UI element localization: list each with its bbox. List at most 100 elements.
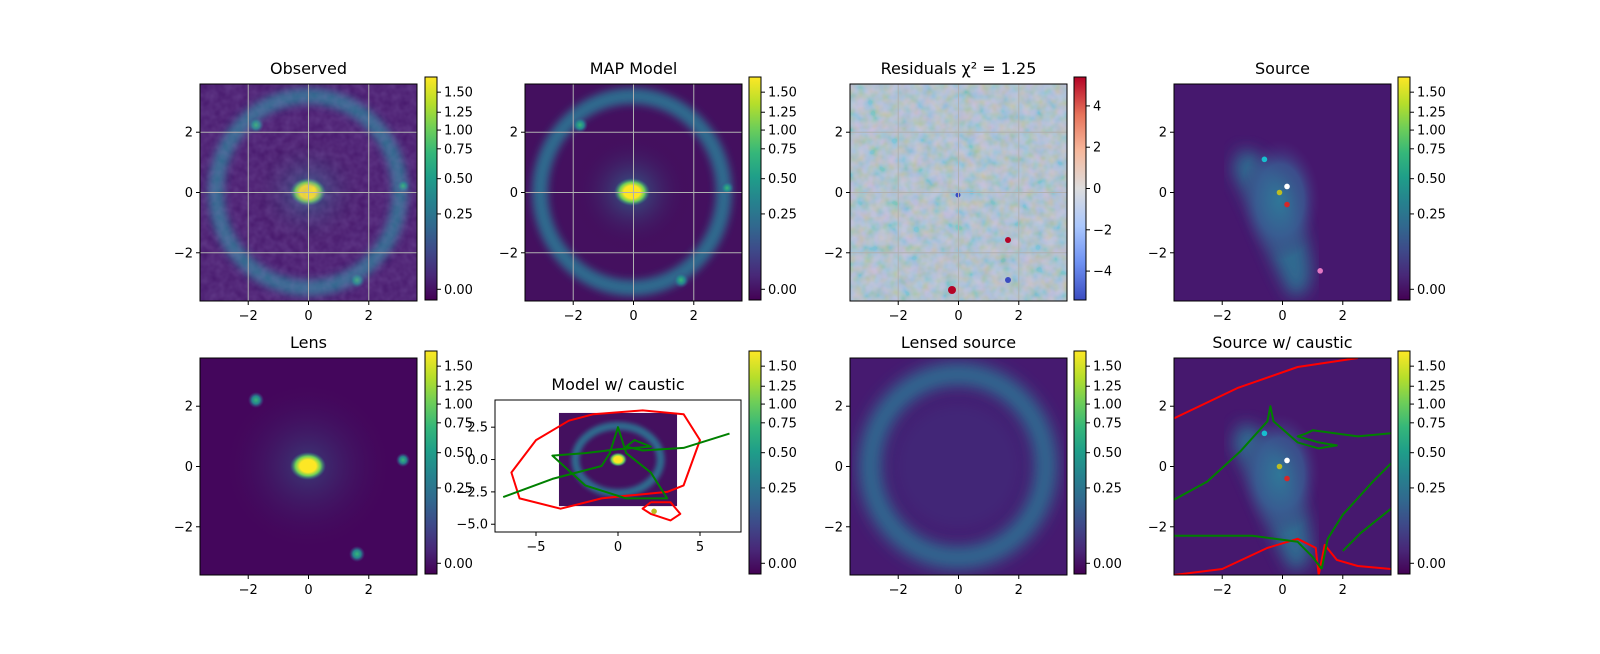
critical-curve xyxy=(1174,358,1358,420)
critical-curve xyxy=(1174,537,1320,575)
colorbar-tick-label: 0.75 xyxy=(768,416,797,431)
colorbar-tick-label: 0.25 xyxy=(1417,207,1446,222)
panel-title: Source xyxy=(1255,59,1310,78)
image-point xyxy=(1284,475,1290,482)
y-tick-label: −2.5 xyxy=(456,485,488,500)
colorbar-tick-label: −2 xyxy=(1093,223,1112,238)
panel-title: Lens xyxy=(290,333,327,352)
x-tick-label: −2 xyxy=(1213,309,1232,324)
x-tick-label: 2 xyxy=(1015,309,1023,324)
x-tick-label: 2 xyxy=(1339,309,1347,324)
colorbar-tick-label: 0.50 xyxy=(1417,172,1446,187)
x-tick-label: 0 xyxy=(1278,309,1286,324)
colorbar-tick-label: 0.25 xyxy=(768,481,797,496)
colorbar-tick-label: 0.75 xyxy=(444,142,473,157)
x-tick-label: 2 xyxy=(690,309,698,324)
colorbar-tick-label: 1.50 xyxy=(444,86,473,101)
y-tick-label: −2 xyxy=(174,246,193,261)
image-point xyxy=(1284,201,1290,208)
source-caustic-image xyxy=(1174,358,1391,575)
image-point xyxy=(1261,156,1268,163)
colorbar-tick-label: 1.00 xyxy=(1093,398,1122,413)
panel-title: Residuals χ² = 1.25 xyxy=(881,59,1037,78)
colorbar-tick-label: 0.25 xyxy=(444,481,473,496)
colorbar-tick-label: 0.00 xyxy=(1093,557,1122,572)
colorbar-tick-label: 0.25 xyxy=(1417,481,1446,496)
colorbar-tick-label: 0.25 xyxy=(444,207,473,222)
colorbar: 4 2 0 −2 −4 xyxy=(1073,76,1112,301)
x-tick-label: −2 xyxy=(239,309,258,324)
colorbar: 1.50 1.25 1.00 0.75 0.50 0.25 0.00 xyxy=(748,76,797,301)
x-tick-label: 0 xyxy=(954,309,962,324)
y-tick-label: −2 xyxy=(824,246,843,261)
y-tick-label: −2 xyxy=(499,246,518,261)
panel-3: −2 0 2 −2 0 2 Source 1.50 1.25 1.00 0.75 0.50 0.25 0.… xyxy=(1148,59,1446,324)
colorbar-gradient xyxy=(1073,350,1087,575)
panel-2: −2 0 2 −2 0 2 Residuals χ² = 1.25 4 2 0 −2 −4 xyxy=(824,59,1112,324)
source-image xyxy=(1174,84,1391,301)
y-tick-label: −5.0 xyxy=(456,518,488,533)
critical-curve xyxy=(641,501,682,522)
y-tick-label: −2 xyxy=(174,520,193,535)
colorbar-tick-label: 0.25 xyxy=(1093,481,1122,496)
y-tick-label: 2 xyxy=(835,126,843,141)
colorbar-gradient xyxy=(424,76,438,301)
image-point xyxy=(1284,183,1290,190)
colorbar-tick-label: 1.25 xyxy=(444,106,473,121)
y-tick-label: −2 xyxy=(1148,520,1167,535)
y-tick-label: −2 xyxy=(824,520,843,535)
colorbar-tick-label: 1.50 xyxy=(1093,360,1122,375)
panel-title: Lensed source xyxy=(901,333,1016,352)
x-tick-label: 0 xyxy=(954,583,962,598)
colorbar-tick-label: 0.50 xyxy=(768,446,797,461)
colorbar-tick-label: 0.75 xyxy=(1417,142,1446,157)
colorbar-tick-label: 0.00 xyxy=(444,283,473,298)
colorbar-tick-label: 1.50 xyxy=(444,360,473,375)
x-tick-label: 0 xyxy=(304,309,312,324)
colorbar: 1.50 1.25 1.00 0.75 0.50 0.25 0.00 xyxy=(1073,350,1122,575)
caustic-curve xyxy=(1342,507,1391,552)
y-tick-label: 2 xyxy=(510,126,518,141)
colorbar-gradient xyxy=(1397,350,1411,575)
x-tick-label: 2 xyxy=(365,309,373,324)
colorbar-tick-label: 1.00 xyxy=(1417,398,1446,413)
colorbar-tick-label: 1.00 xyxy=(768,124,797,139)
image-point xyxy=(1317,268,1323,274)
colorbar-tick-label: 1.00 xyxy=(1417,124,1446,139)
y-tick-label: −2 xyxy=(1148,246,1167,261)
y-tick-label: 0 xyxy=(1159,186,1167,201)
y-tick-label: 2 xyxy=(185,126,193,141)
image-point xyxy=(1276,189,1283,196)
y-tick-label: 0 xyxy=(835,460,843,475)
y-tick-label: 0 xyxy=(1159,460,1167,475)
colorbar-tick-label: 0.00 xyxy=(768,557,797,572)
colorbar: 1.50 1.25 1.00 0.75 0.50 0.25 0.00 xyxy=(1397,76,1446,301)
x-tick-label: 5 xyxy=(696,540,704,555)
caustic-curve xyxy=(1174,534,1323,570)
colorbar-tick-label: 0.75 xyxy=(444,416,473,431)
colorbar-tick-label: 0.50 xyxy=(1093,446,1122,461)
y-tick-label: 0 xyxy=(835,186,843,201)
colorbar-tick-label: 1.25 xyxy=(768,380,797,395)
colorbar: 1.50 1.25 1.00 0.75 0.50 0.25 0.00 xyxy=(424,76,473,301)
colorbar-tick-label: 0.75 xyxy=(1093,416,1122,431)
colorbar-tick-label: 0.25 xyxy=(768,207,797,222)
panel-title: MAP Model xyxy=(590,59,678,78)
colorbar-tick-label: 1.25 xyxy=(1093,380,1122,395)
colorbar-tick-label: 4 xyxy=(1093,99,1101,114)
image-point xyxy=(1276,463,1283,470)
x-tick-label: 2 xyxy=(365,583,373,598)
x-tick-label: 2 xyxy=(1339,583,1347,598)
figure-axes-layer: −2 0 2 −2 0 2 Observed 1.50 1.25 1.00 0.75 0.50 0.25… xyxy=(174,59,1446,598)
colorbar-tick-label: 1.25 xyxy=(768,106,797,121)
colorbar-tick-label: 0.00 xyxy=(1417,557,1446,572)
x-tick-label: −2 xyxy=(889,309,908,324)
x-tick-label: 0 xyxy=(629,309,637,324)
panel-0: −2 0 2 −2 0 2 Observed 1.50 1.25 1.00 0.75 0.50 0.25… xyxy=(174,59,473,324)
image-point xyxy=(1284,457,1290,464)
colorbar-tick-label: 1.25 xyxy=(444,380,473,395)
colorbar-tick-label: 0.00 xyxy=(444,557,473,572)
colorbar-tick-label: 1.50 xyxy=(1417,360,1446,375)
colorbar-gradient xyxy=(748,350,762,575)
colorbar-tick-label: 1.50 xyxy=(768,86,797,101)
